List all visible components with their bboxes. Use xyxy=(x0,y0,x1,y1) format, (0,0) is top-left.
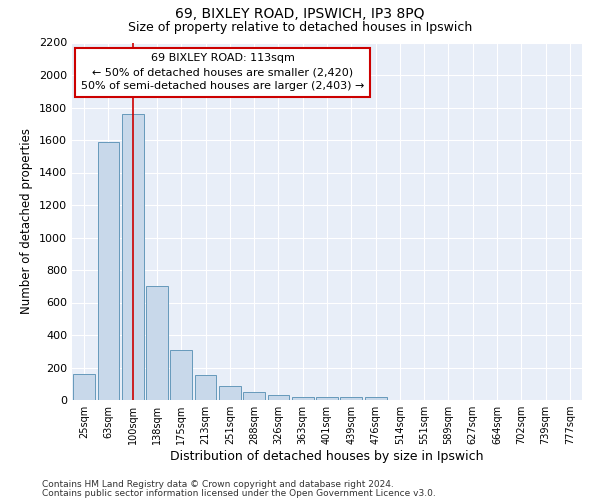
Text: Contains HM Land Registry data © Crown copyright and database right 2024.: Contains HM Land Registry data © Crown c… xyxy=(42,480,394,489)
Bar xyxy=(365,397,386,400)
Bar xyxy=(316,397,338,400)
Text: 69, BIXLEY ROAD, IPSWICH, IP3 8PQ: 69, BIXLEY ROAD, IPSWICH, IP3 8PQ xyxy=(175,8,425,22)
Y-axis label: Number of detached properties: Number of detached properties xyxy=(20,128,34,314)
Text: Size of property relative to detached houses in Ipswich: Size of property relative to detached ho… xyxy=(128,21,472,34)
Bar xyxy=(268,395,289,400)
Bar xyxy=(243,392,265,400)
Text: Contains public sector information licensed under the Open Government Licence v3: Contains public sector information licen… xyxy=(42,490,436,498)
Bar xyxy=(170,350,192,400)
Bar xyxy=(219,386,241,400)
Bar xyxy=(194,375,217,400)
Bar xyxy=(146,286,168,400)
Bar xyxy=(122,114,143,400)
Bar xyxy=(292,397,314,400)
Bar xyxy=(340,397,362,400)
Text: 69 BIXLEY ROAD: 113sqm
← 50% of detached houses are smaller (2,420)
50% of semi-: 69 BIXLEY ROAD: 113sqm ← 50% of detached… xyxy=(81,53,364,91)
Bar xyxy=(97,142,119,400)
Bar xyxy=(73,374,95,400)
X-axis label: Distribution of detached houses by size in Ipswich: Distribution of detached houses by size … xyxy=(170,450,484,463)
